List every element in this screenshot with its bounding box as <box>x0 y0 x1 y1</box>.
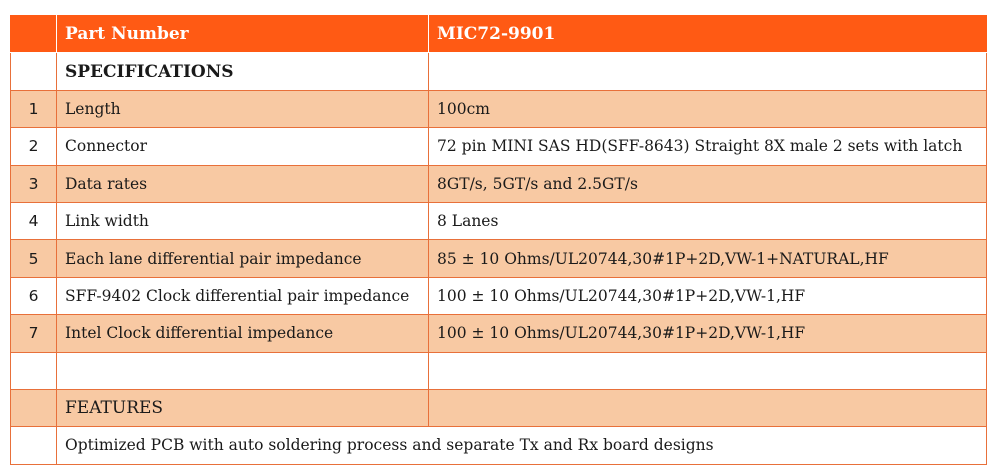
spec-number: 3 <box>10 164 57 203</box>
spec-value: 72 pin MINI SAS HD(SFF-8643) Straight 8X… <box>428 127 987 166</box>
specifications-table: Part Number MIC72-9901 SPECIFICATIONS 1 … <box>10 14 987 465</box>
spec-value: 8 Lanes <box>428 201 987 241</box>
features-text-number-cell <box>10 426 57 465</box>
part-number-value: MIC72-9901 <box>428 14 987 54</box>
spec-value: 8GT/s, 5GT/s and 2.5GT/s <box>428 164 987 203</box>
spec-number: 1 <box>10 89 57 129</box>
spec-row-connector: 2 Connector 72 pin MINI SAS HD(SFF-8643)… <box>10 127 987 166</box>
features-number-cell <box>10 388 57 428</box>
spec-number: 4 <box>10 201 57 241</box>
spec-row-data-rates: 3 Data rates 8GT/s, 5GT/s and 2.5GT/s <box>10 164 987 203</box>
spec-value: 85 ± 10 Ohms/UL20744,30#1P+2D,VW-1+NATUR… <box>428 239 987 278</box>
features-heading-row: FEATURES <box>10 388 987 428</box>
part-number-label: Part Number <box>56 14 429 54</box>
part-number-row: Part Number MIC72-9901 <box>10 14 987 54</box>
specifications-heading: SPECIFICATIONS <box>56 52 429 91</box>
features-heading: FEATURES <box>56 388 429 428</box>
spec-name: SFF-9402 Clock differential pair impedan… <box>56 276 429 316</box>
spec-number: 5 <box>10 239 57 278</box>
spec-value: 100 ± 10 Ohms/UL20744,30#1P+2D,VW-1,HF <box>428 314 987 353</box>
blank-number-cell <box>10 351 57 390</box>
header-number-cell <box>10 14 57 54</box>
blank-name-cell <box>56 351 429 390</box>
spec-value: 100cm <box>428 89 987 129</box>
specifications-heading-row: SPECIFICATIONS <box>10 52 987 91</box>
section-value-cell <box>428 52 987 91</box>
spec-row-length: 1 Length 100cm <box>10 89 987 129</box>
spec-row-lane-impedance: 5 Each lane differential pair impedance … <box>10 239 987 278</box>
spec-name: Length <box>56 89 429 129</box>
spec-value: 100 ± 10 Ohms/UL20744,30#1P+2D,VW-1,HF <box>428 276 987 316</box>
spec-row-intel-clock-impedance: 7 Intel Clock differential impedance 100… <box>10 314 987 353</box>
blank-value-cell <box>428 351 987 390</box>
spec-name: Data rates <box>56 164 429 203</box>
spec-name: Each lane differential pair impedance <box>56 239 429 278</box>
spec-number: 6 <box>10 276 57 316</box>
spec-row-sff-clock-impedance: 6 SFF-9402 Clock differential pair imped… <box>10 276 987 316</box>
spec-name: Connector <box>56 127 429 166</box>
blank-row <box>10 351 987 390</box>
features-text: Optimized PCB with auto soldering proces… <box>56 426 987 465</box>
section-number-cell <box>10 52 57 91</box>
features-row: Optimized PCB with auto soldering proces… <box>10 426 987 465</box>
spec-name: Link width <box>56 201 429 241</box>
spec-number: 7 <box>10 314 57 353</box>
features-value-cell <box>428 388 987 428</box>
spec-name: Intel Clock differential impedance <box>56 314 429 353</box>
spec-number: 2 <box>10 127 57 166</box>
spec-row-link-width: 4 Link width 8 Lanes <box>10 201 987 241</box>
